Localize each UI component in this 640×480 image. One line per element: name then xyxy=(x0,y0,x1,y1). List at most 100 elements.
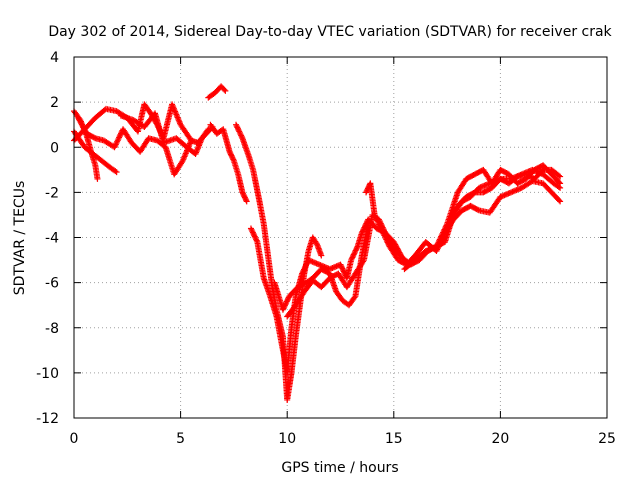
plus-marker xyxy=(280,305,287,312)
plus-marker xyxy=(111,144,118,151)
plus-marker xyxy=(379,229,386,236)
data-series-layer xyxy=(71,83,564,403)
y-axis-label: SDTVAR / TECUs xyxy=(12,181,28,296)
plus-marker xyxy=(253,236,260,243)
plus-marker xyxy=(236,128,243,135)
plus-marker xyxy=(116,134,123,141)
y-tick-label: -6 xyxy=(45,276,59,292)
plus-marker xyxy=(372,214,379,221)
plus-marker xyxy=(340,266,347,273)
x-tick-label: 20 xyxy=(491,431,509,447)
plus-marker xyxy=(374,217,381,224)
series-track-i xyxy=(247,216,408,376)
series-track-j xyxy=(271,220,372,313)
plus-marker xyxy=(250,230,257,237)
x-tick-label: 15 xyxy=(385,431,403,447)
plus-marker xyxy=(249,229,256,236)
plus-marker xyxy=(555,172,562,179)
plus-marker xyxy=(353,246,360,253)
plus-marker xyxy=(353,244,360,251)
plus-marker xyxy=(222,87,229,94)
plus-marker xyxy=(94,175,101,182)
plus-marker xyxy=(243,197,250,204)
x-tick-label: 5 xyxy=(176,431,185,447)
series-track-f xyxy=(205,83,229,101)
plus-marker xyxy=(378,225,385,232)
series-track-e xyxy=(117,110,212,158)
series-track-b xyxy=(71,128,120,176)
plus-marker xyxy=(253,237,260,244)
plus-marker xyxy=(350,251,357,258)
x-axis-label: GPS time / hours xyxy=(281,460,398,476)
plus-marker xyxy=(372,213,379,220)
plus-marker xyxy=(513,174,520,181)
y-tick-label: 0 xyxy=(50,140,59,156)
plus-marker xyxy=(351,250,358,257)
plus-marker xyxy=(381,232,388,239)
y-tick-label: -8 xyxy=(45,321,59,337)
plus-marker xyxy=(281,302,288,309)
plus-marker xyxy=(283,299,290,306)
plus-marker xyxy=(360,258,367,265)
plus-marker xyxy=(383,236,390,243)
x-tick-label: 25 xyxy=(598,431,616,447)
plus-marker xyxy=(383,237,390,244)
plus-marker xyxy=(300,267,307,274)
plus-marker xyxy=(234,125,241,132)
plus-marker xyxy=(302,262,309,269)
plus-marker xyxy=(351,248,358,255)
plus-marker xyxy=(299,269,306,276)
plus-marker xyxy=(117,131,124,138)
plus-marker xyxy=(230,156,237,163)
plus-marker xyxy=(112,142,119,149)
plus-marker xyxy=(557,180,564,187)
plus-marker xyxy=(235,127,242,134)
plus-marker xyxy=(233,123,240,130)
plus-marker xyxy=(302,263,309,270)
plus-marker xyxy=(284,297,291,304)
y-tick-label: 4 xyxy=(50,50,59,66)
plus-marker xyxy=(247,225,254,232)
plus-marker xyxy=(352,247,359,254)
x-tick-label: 0 xyxy=(70,431,79,447)
plus-marker xyxy=(380,231,387,238)
y-tick-label: -12 xyxy=(36,411,59,427)
plus-marker xyxy=(299,270,306,277)
plus-marker xyxy=(378,226,385,233)
plus-marker xyxy=(112,141,119,148)
plus-marker xyxy=(381,233,388,240)
plus-marker xyxy=(243,198,250,205)
plus-marker xyxy=(340,268,347,275)
y-tick-label: -4 xyxy=(45,231,59,247)
plus-marker xyxy=(282,301,289,308)
plus-marker xyxy=(251,232,258,239)
axes xyxy=(73,56,608,419)
plus-marker xyxy=(114,137,121,144)
plus-marker xyxy=(371,211,378,218)
plus-marker xyxy=(301,265,308,272)
plus-marker xyxy=(385,240,392,247)
plus-marker xyxy=(236,129,243,136)
plus-marker xyxy=(204,127,211,134)
plus-marker xyxy=(341,269,348,276)
plus-marker xyxy=(115,135,122,142)
plus-marker xyxy=(237,131,244,138)
plus-marker xyxy=(248,226,255,233)
chart-title: Day 302 of 2014, Sidereal Day-to-day VTE… xyxy=(48,24,612,40)
plus-marker xyxy=(338,264,345,271)
plus-marker xyxy=(249,228,256,235)
plus-marker xyxy=(91,134,98,141)
plus-marker xyxy=(377,224,384,231)
plus-marker xyxy=(252,234,259,241)
plus-marker xyxy=(375,220,382,227)
series-track-n xyxy=(446,166,564,223)
plus-marker xyxy=(238,133,245,140)
plus-marker xyxy=(313,239,320,246)
plus-marker xyxy=(301,266,308,273)
plus-marker xyxy=(251,233,258,240)
plus-marker xyxy=(557,173,564,180)
plus-marker xyxy=(374,218,381,225)
plus-marker xyxy=(303,261,310,268)
plus-marker xyxy=(112,168,119,175)
